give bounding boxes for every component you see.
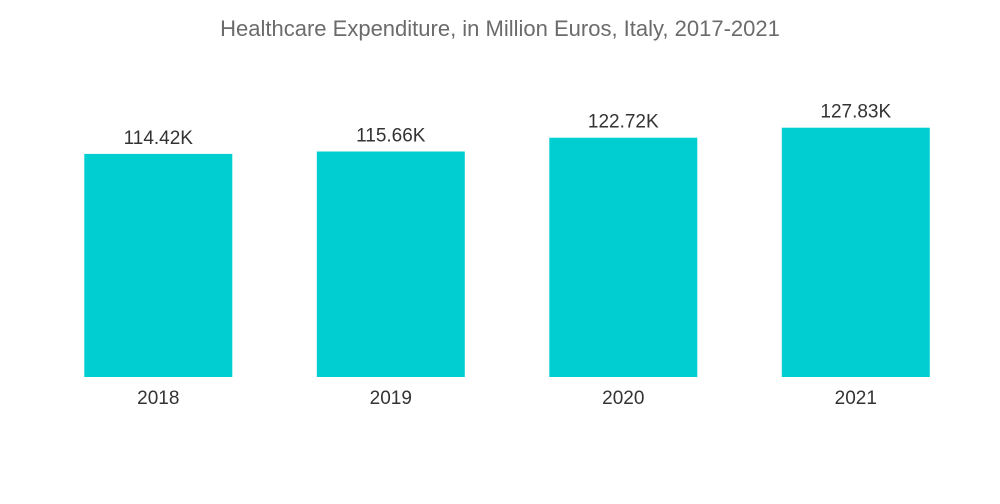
bar-2018 (84, 153, 233, 377)
x-tick-label-2020: 2020 (602, 388, 644, 409)
chart-title: Healthcare Expenditure, in Million Euros… (220, 16, 780, 41)
x-tick-label-2018: 2018 (137, 388, 179, 409)
bar-2020 (549, 137, 698, 377)
x-tick-label-2021: 2021 (835, 388, 877, 409)
bars-layer (84, 127, 930, 377)
data-labels-layer: 114.42K 115.66K 122.72K 127.83K (124, 102, 892, 149)
bar-2021 (781, 127, 930, 377)
data-label-2018: 114.42K (124, 128, 194, 149)
x-tick-label-2019: 2019 (370, 388, 412, 409)
x-axis-ticks: 2018 2019 2020 2021 (137, 388, 877, 409)
bar-2019 (316, 151, 465, 377)
data-label-2020: 122.72K (588, 112, 659, 133)
data-label-2021: 127.83K (820, 102, 891, 123)
data-label-2019: 115.66K (356, 126, 426, 147)
